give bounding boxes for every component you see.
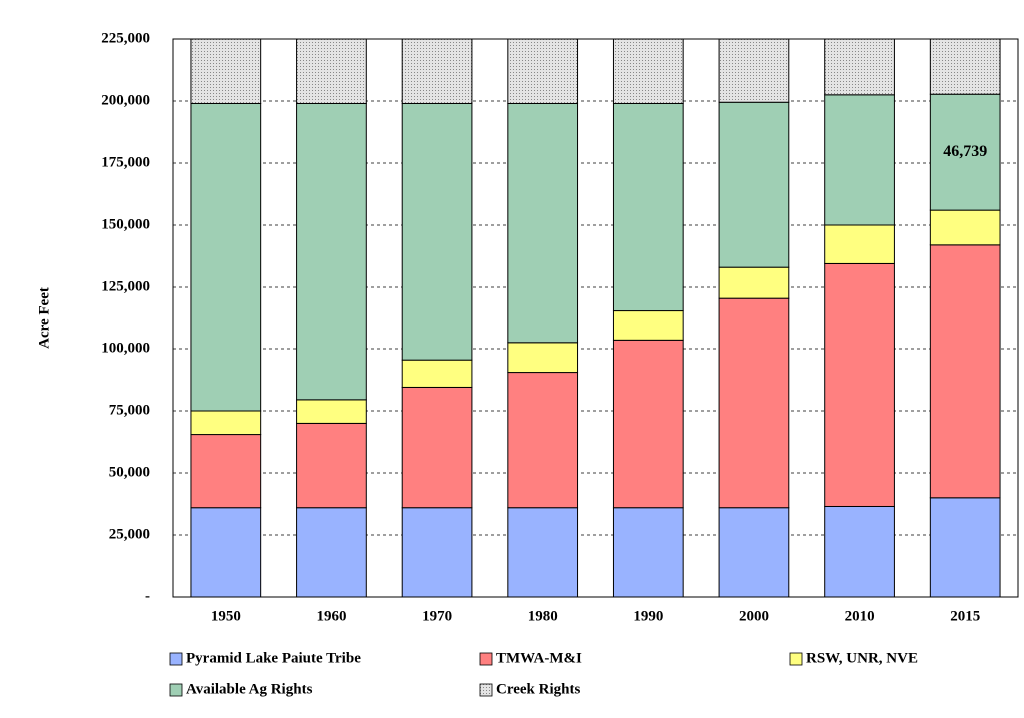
- legend-swatch: [169, 683, 183, 697]
- y-tick-label: 175,000: [101, 154, 150, 170]
- bar-segment: [929, 244, 1001, 499]
- y-tick-label: 100,000: [101, 340, 150, 356]
- bar-segment: [718, 297, 790, 509]
- bar-segment: [718, 38, 790, 103]
- bar-segment: [612, 507, 684, 598]
- bar-segment: [190, 507, 262, 598]
- bar-segment: [824, 94, 895, 226]
- y-tick-label: 75,000: [109, 402, 150, 418]
- bar-segment: [612, 310, 684, 341]
- bar-segment: [612, 102, 684, 312]
- bar-segment: [824, 262, 895, 507]
- bar-segment: [507, 102, 579, 344]
- legend-label: Available Ag Rights: [186, 681, 313, 697]
- bar-segment: [296, 422, 367, 509]
- bar-segment: [824, 224, 895, 264]
- x-tick-label: 1990: [633, 608, 663, 624]
- bar-segment: [296, 507, 367, 598]
- x-tick-label: 1950: [211, 608, 241, 624]
- bar-segment: [296, 399, 367, 424]
- bar-segment: [718, 101, 790, 268]
- bar-segment: [401, 359, 473, 388]
- bar-segment: [296, 38, 367, 104]
- bar-segment: [190, 102, 262, 412]
- legend-label: Pyramid Lake Paiute Tribe: [186, 650, 361, 666]
- legend-swatch: [789, 652, 803, 666]
- legend-label: RSW, UNR, NVE: [806, 650, 918, 666]
- y-tick-label: 50,000: [109, 464, 150, 480]
- x-tick-label: 2000: [739, 608, 769, 624]
- bar-segment: [612, 38, 684, 104]
- y-tick-label: 200,000: [101, 92, 150, 108]
- bar-segment: [507, 342, 579, 374]
- bar-segment: [718, 507, 790, 598]
- y-tick-label: 125,000: [101, 278, 150, 294]
- bar-segment: [507, 507, 579, 598]
- legend-swatch: [479, 683, 493, 697]
- bar-segment: [507, 38, 579, 104]
- legend-swatch: [169, 652, 183, 666]
- plot-border: [172, 38, 1019, 598]
- bar-segment: [718, 266, 790, 299]
- x-tick-label: 1960: [316, 608, 346, 624]
- bar-segment: [929, 209, 1001, 246]
- legend-label: Creek Rights: [496, 681, 580, 697]
- bar-segment: [401, 507, 473, 598]
- bar-segment: [612, 339, 684, 509]
- bar-segment: [824, 505, 895, 598]
- bar-segment: [296, 102, 367, 401]
- bar-segment: [190, 38, 262, 104]
- bar-segment: [401, 386, 473, 509]
- bar-segment: [401, 38, 473, 104]
- x-tick-label: 1980: [528, 608, 558, 624]
- bar-segment: [929, 497, 1001, 598]
- legend-label: TMWA-M&I: [496, 650, 582, 666]
- data-label: 46,739: [943, 143, 987, 160]
- bar-segment: [190, 410, 262, 436]
- y-tick-label: 225,000: [101, 30, 150, 46]
- y-tick-label: 150,000: [101, 216, 150, 232]
- bar-segment: [401, 102, 473, 361]
- y-tick-label: -: [145, 588, 150, 604]
- y-axis-label: Acre Feet: [36, 287, 52, 349]
- x-tick-label: 2010: [845, 608, 875, 624]
- x-tick-label: 1970: [422, 608, 452, 624]
- bar-segment: [929, 38, 1001, 95]
- y-tick-label: 25,000: [109, 526, 150, 542]
- bar-segment: [824, 38, 895, 96]
- legend-swatch: [479, 652, 493, 666]
- bar-segment: [190, 434, 262, 509]
- x-tick-label: 2015: [950, 608, 980, 624]
- bar-segment: [507, 372, 579, 509]
